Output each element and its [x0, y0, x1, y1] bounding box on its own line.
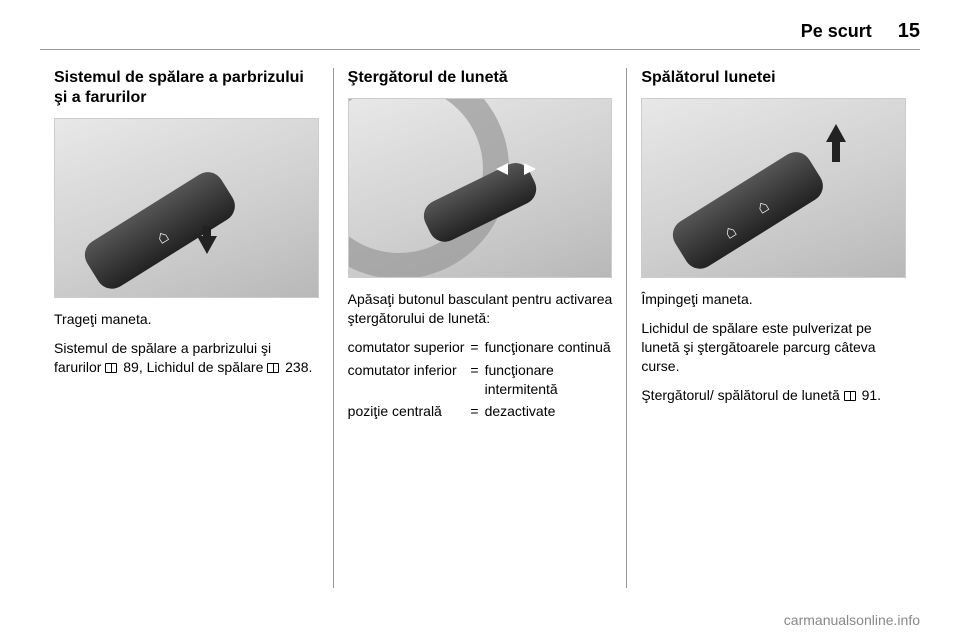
page-ref-91: 91 — [844, 387, 877, 403]
washer-icon: ⌂ — [751, 194, 773, 220]
col1-ref-text-3: . — [309, 359, 313, 375]
def-continuous: funcţionare continuă — [485, 338, 613, 357]
washer-icon: ⌂ — [719, 219, 741, 245]
col3-illustration: ⌂ ⌂ — [641, 98, 906, 278]
washer-icon: ⌂ — [152, 224, 174, 250]
arrow-up-icon — [826, 124, 846, 142]
book-icon — [844, 391, 856, 401]
def-intermittent: funcţionare intermitentă — [485, 361, 613, 399]
col2-illustration — [348, 98, 613, 278]
col3-references: Ştergătorul/ spălătorul de lunetă 91. — [641, 386, 906, 405]
arrow-down-icon — [197, 236, 217, 254]
wiper-lever-graphic: ⌂ ⌂ — [666, 147, 828, 276]
col3-ref-text-2: . — [877, 387, 881, 403]
col1-references: Sistemul de spălare a parbrizului şi far… — [54, 339, 319, 377]
col1-ref-text-2: , Lichidul de spălare — [139, 359, 267, 375]
col1-illustration: ⌂ — [54, 118, 319, 298]
wiper-lever-graphic: ⌂ — [79, 167, 241, 296]
col3-instruction-1: Împingeţi maneta. — [641, 290, 906, 309]
content-columns: Sistemul de spălare a parbrizului şi a f… — [40, 68, 920, 588]
col3-instruction-2: Lichidul de spălare este pulverizat pe l… — [641, 319, 906, 376]
page: Pe scurt 15 Sistemul de spălare a parbri… — [0, 0, 960, 642]
equals-sign: = — [470, 361, 478, 399]
col2-instruction: Apăsaţi butonul basculant pentru activar… — [348, 290, 613, 328]
col3-ref-text-1: Ştergătorul/ spălătorul de lunetă — [641, 387, 843, 403]
ref-number-89: 89 — [123, 359, 139, 375]
term-center: poziţie centrală — [348, 402, 465, 421]
ref-number-91: 91 — [862, 387, 878, 403]
term-lower: comutator inferior — [348, 361, 465, 399]
book-icon — [105, 363, 117, 373]
col3-title: Spălătorul lunetei — [641, 68, 906, 88]
ref-number-238: 238 — [285, 359, 308, 375]
col2-title: Ştergătorul de lunetă — [348, 68, 613, 88]
column-rear-wiper: Ştergătorul de lunetă Apăsaţi butonul ba… — [333, 68, 627, 588]
page-header: Pe scurt 15 — [40, 20, 920, 50]
footer-watermark: carmanualsonline.info — [784, 612, 920, 628]
column-washer-system: Sistemul de spălare a parbrizului şi a f… — [40, 68, 333, 588]
header-section-title: Pe scurt — [801, 21, 872, 42]
header-page-number: 15 — [898, 20, 920, 43]
col1-instruction: Trageţi maneta. — [54, 310, 319, 329]
switch-positions-list: comutator superior = funcţionare continu… — [348, 338, 613, 422]
equals-sign: = — [470, 402, 478, 421]
column-rear-washer: Spălătorul lunetei ⌂ ⌂ Împingeţi maneta.… — [626, 68, 920, 588]
page-ref-89: 89 — [105, 359, 138, 375]
def-off: dezactivate — [485, 402, 613, 421]
term-upper: comutator superior — [348, 338, 465, 357]
col1-title: Sistemul de spălare a parbrizului şi a f… — [54, 68, 319, 108]
equals-sign: = — [470, 338, 478, 357]
rocker-arrows-icon — [496, 160, 536, 178]
book-icon — [267, 363, 279, 373]
page-ref-238: 238 — [267, 359, 308, 375]
